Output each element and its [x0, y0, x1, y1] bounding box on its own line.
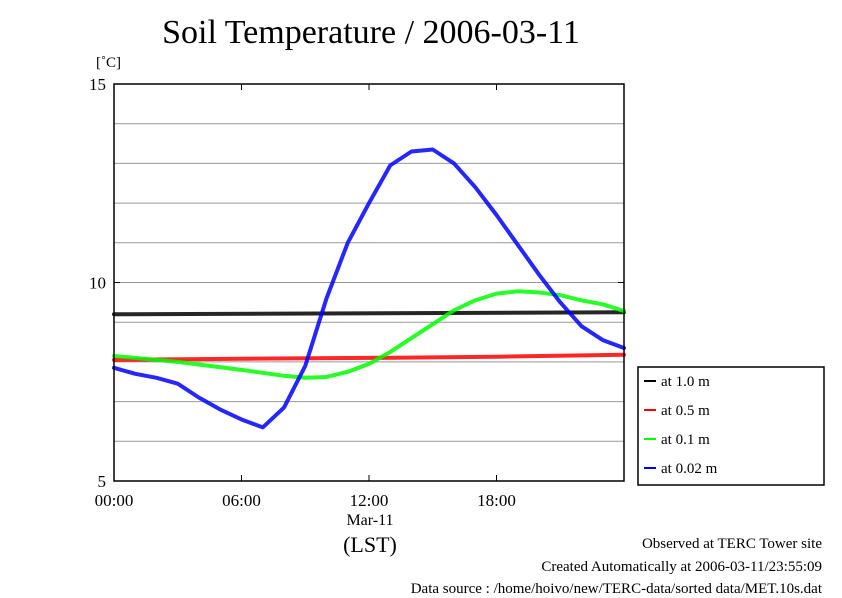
series-line-0: [112, 310, 626, 317]
series-line-1: [112, 352, 626, 362]
footnote-site: Observed at TERC Tower site: [641, 536, 822, 552]
footnote-created: Created Automatically at 2006-03-11/23:5…: [541, 559, 822, 575]
x-axis-timezone-label: (LST): [343, 532, 397, 557]
legend-box: [637, 366, 825, 486]
y-tick-label: 15: [89, 75, 106, 94]
legend-label-0: at 1.0 m: [661, 374, 710, 390]
x-tick-label: 00:00: [95, 491, 134, 510]
chart-title: Soil Temperature / 2006-03-11: [162, 14, 580, 51]
legend-label-2: at 0.1 m: [661, 432, 710, 448]
legend: at 1.0 m at 0.5 m at 0.1 m at 0.02 m: [637, 366, 825, 486]
x-axis-date-label: Mar-11: [346, 512, 394, 529]
y-tick-label: 10: [89, 274, 106, 293]
x-tick-label: 12:00: [350, 491, 389, 510]
y-axis-unit-label: [˚C]: [96, 55, 121, 71]
x-tick-label: 06:00: [222, 491, 261, 510]
legend-label-1: at 0.5 m: [661, 403, 710, 419]
axis-ticks: 5 10 15 00:00 06:00 12:00 18:00: [89, 75, 624, 510]
y-tick-label: 5: [98, 472, 107, 491]
series-line-2: [112, 289, 626, 380]
x-tick-label: 18:00: [477, 491, 516, 510]
footnote-source: Data source : /home/hoivo/new/TERC-data/…: [410, 581, 822, 597]
legend-label-3: at 0.02 m: [661, 461, 718, 477]
series-line-3: [112, 147, 626, 430]
series-lines: [112, 147, 626, 430]
